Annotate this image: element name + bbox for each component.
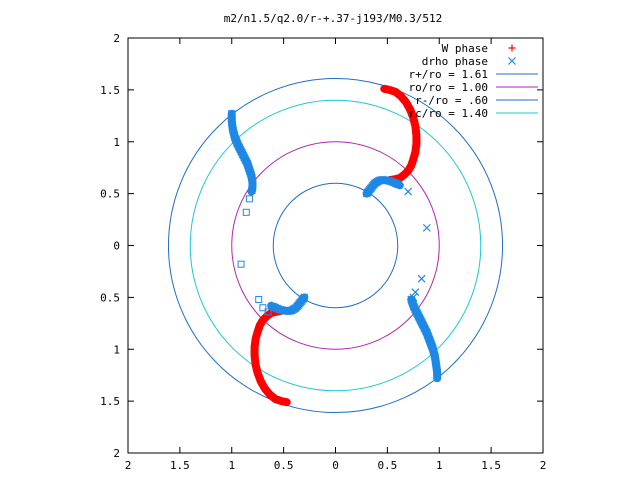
drho-phase-point xyxy=(248,183,257,192)
circle-r-1.4 xyxy=(189,99,482,392)
drho-phase-point xyxy=(255,295,263,303)
axis-ticks: 2 1.5 1 0.5 0 0.5 1 1.5 221.510.500.511.52 xyxy=(100,32,546,472)
drho-phase-series xyxy=(227,109,442,383)
x-tick-label: 0.5 xyxy=(274,459,294,472)
x-tick-label: 1.5 xyxy=(170,459,190,472)
x-tick-label: 1.5 xyxy=(481,459,501,472)
drho-phase-point xyxy=(245,195,253,203)
drho-phase-point xyxy=(408,298,417,307)
x-tick-label: 0 xyxy=(332,459,339,472)
legend-label: rc/ro = 1.40 xyxy=(409,107,488,120)
drho-phase-point xyxy=(422,223,431,232)
drho-phase-point xyxy=(425,337,434,345)
chart-title: m2/n1.5/q2.0/r-+.37-j193/M0.3/512 xyxy=(224,12,443,25)
drho-phase-point xyxy=(433,371,442,380)
circle-r-0.6 xyxy=(272,182,399,309)
legend-label: r+/ro = 1.61 xyxy=(409,68,488,81)
drho-phase-point xyxy=(264,308,272,316)
x-tick-label: 1 xyxy=(228,459,235,472)
drho-phase-point xyxy=(425,335,434,344)
drho-phase-point xyxy=(422,328,431,337)
drho-phase-point xyxy=(428,342,436,351)
y-tick-label: 1.5 xyxy=(100,84,120,97)
drho-phase-point xyxy=(426,338,435,347)
y-tick-label: 0 xyxy=(113,240,120,253)
drho-phase-point xyxy=(411,288,420,297)
drho-phase-point xyxy=(408,299,417,308)
drho-phase-point xyxy=(423,330,432,338)
drho-phase-point xyxy=(427,339,435,348)
y-tick-label: 0.5 xyxy=(100,188,120,201)
drho-phase-point xyxy=(248,184,257,193)
drho-phase-point xyxy=(242,208,250,216)
drho-phase-point xyxy=(409,293,418,302)
drho-phase-point xyxy=(409,301,418,309)
drho-phase-point xyxy=(237,260,245,268)
legend-label: W phase xyxy=(442,42,488,55)
x-tick-label: 1 xyxy=(436,459,443,472)
y-tick-label: 0.5 xyxy=(100,291,120,304)
w-phase-point xyxy=(508,44,516,52)
circle-r-1 xyxy=(231,141,440,350)
drho-phase-point xyxy=(508,57,516,65)
y-tick-label: 2 xyxy=(113,32,120,45)
x-tick-label: 2 xyxy=(540,459,547,472)
drho-phase-point xyxy=(394,180,403,189)
legend-label: r-/ro = .60 xyxy=(415,94,488,107)
drho-phase-point xyxy=(259,304,267,312)
legend-label: ro/ro = 1.00 xyxy=(409,81,488,94)
drho-phase-point xyxy=(423,331,432,340)
drho-phase-point xyxy=(247,186,256,195)
y-tick-label: 1 xyxy=(113,136,120,149)
circle-r-1.61 xyxy=(167,77,504,414)
legend-label: drho phase xyxy=(422,55,488,68)
x-tick-label: 0.5 xyxy=(377,459,397,472)
drho-phase-point xyxy=(417,274,426,283)
data-series xyxy=(227,84,442,407)
y-tick-label: 2 xyxy=(113,447,120,460)
drho-phase-point xyxy=(424,334,433,343)
drho-phase-point xyxy=(424,332,433,341)
drho-phase-point xyxy=(427,341,436,350)
y-tick-label: 1 xyxy=(113,343,120,356)
x-tick-label: 2 xyxy=(125,459,132,472)
reference-circles xyxy=(167,77,504,414)
drho-phase-point xyxy=(433,372,442,381)
w-phase-series xyxy=(250,84,421,407)
drho-phase-point xyxy=(404,187,413,196)
drho-phase-point xyxy=(433,369,442,378)
y-tick-label: 1.5 xyxy=(100,395,120,408)
